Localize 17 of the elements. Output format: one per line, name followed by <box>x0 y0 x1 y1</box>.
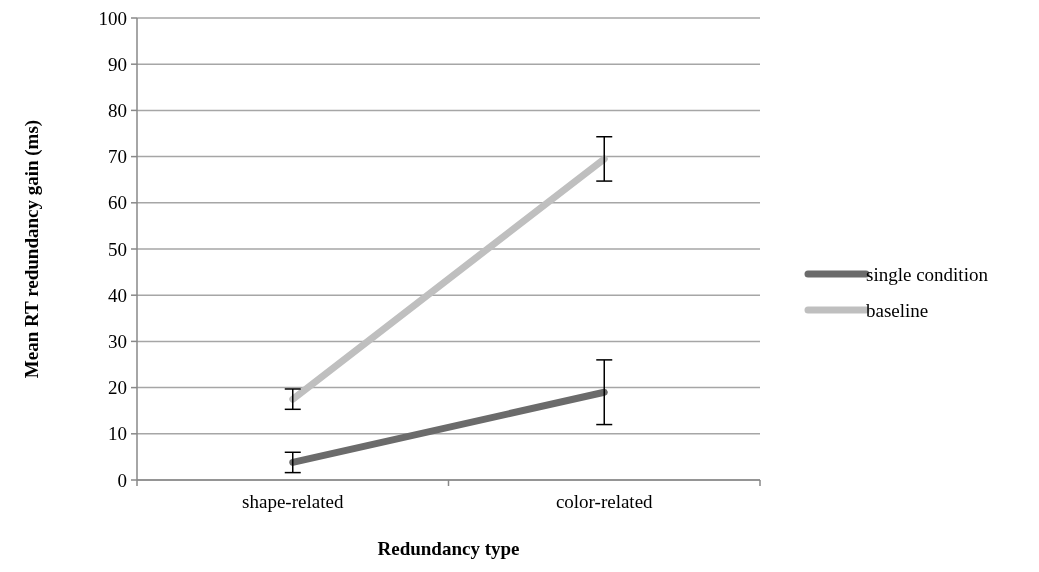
y-tick-label: 80 <box>108 100 127 122</box>
y-tick-label: 100 <box>98 7 127 29</box>
y-tick-label: 50 <box>108 238 127 260</box>
x-tick-label: color-related <box>555 491 654 512</box>
y-tick-label: 40 <box>108 284 127 306</box>
y-axis-title: Mean RT redundancy gain (ms) <box>21 119 43 379</box>
legend-label: baseline <box>866 299 929 321</box>
y-tick-label: 90 <box>108 53 127 75</box>
y-tick-label: 0 <box>117 469 127 491</box>
y-tick-label: 10 <box>108 423 127 445</box>
y-tick-label: 60 <box>108 192 127 214</box>
x-axis-title: Redundancy type <box>377 538 520 559</box>
x-tick-label: shape-related <box>242 491 344 512</box>
y-tick-label: 70 <box>108 146 127 168</box>
y-tick-label: 20 <box>108 377 127 399</box>
y-tick-label: 30 <box>108 331 127 353</box>
legend-label: single condition <box>866 263 989 285</box>
